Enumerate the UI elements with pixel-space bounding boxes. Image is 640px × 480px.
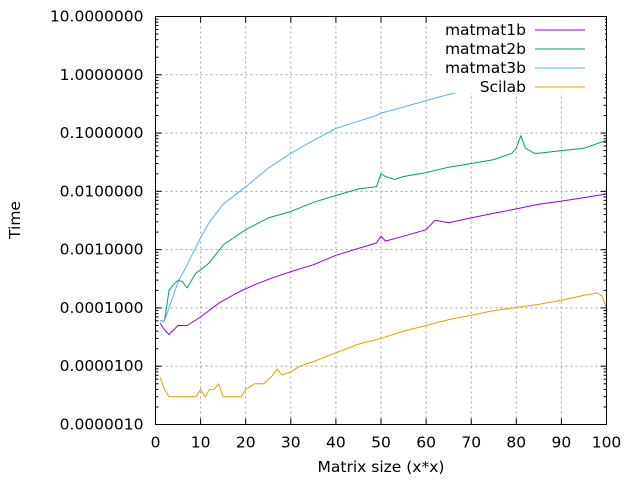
x-tick-label: 80 (506, 434, 526, 452)
series-line-matmat3b (160, 62, 607, 322)
legend-label: matmat1b (445, 21, 526, 39)
x-tick-label: 0 (151, 434, 161, 452)
y-tick-label: 0.0010000 (60, 241, 144, 259)
x-tick-label: 100 (592, 434, 622, 452)
y-tick-label: 10.0000000 (50, 8, 144, 26)
y-tick-label: 1.0000000 (60, 66, 144, 84)
y-tick-label: 0.0000010 (60, 416, 144, 434)
y-tick-label: 0.0001000 (60, 299, 144, 317)
legend-label: Scilab (480, 78, 526, 96)
x-tick-label: 50 (371, 434, 391, 452)
x-tick-label: 40 (326, 434, 346, 452)
x-tick-label: 60 (416, 434, 436, 452)
grid-lines (155, 16, 607, 425)
series-line-matmat2b (160, 135, 607, 322)
y-tick-label: 0.1000000 (60, 124, 144, 142)
legend-label: matmat2b (445, 40, 526, 58)
y-tick-label: 0.0000100 (60, 357, 144, 375)
x-tick-label: 30 (281, 434, 301, 452)
series-line-scilab (159, 292, 607, 398)
series-line-matmat1b (159, 193, 607, 335)
x-tick-label: 20 (236, 434, 256, 452)
x-axis-label: Matrix size (x*x) (318, 458, 445, 476)
x-tick-label: 90 (552, 434, 572, 452)
x-tick-label: 10 (191, 434, 211, 452)
x-tick-labels: 0 10 20 30 40 50 60 70 80 90 100 (151, 434, 622, 452)
legend-label: matmat3b (445, 59, 526, 77)
x-tick-label: 70 (461, 434, 481, 452)
y-tick-label: 0.0100000 (60, 182, 144, 200)
y-axis-label: Time (6, 201, 24, 240)
series-layer (159, 62, 607, 398)
y-tick-labels: 0.0000010 0.0000100 0.0001000 0.0010000 0.01… (50, 8, 144, 434)
